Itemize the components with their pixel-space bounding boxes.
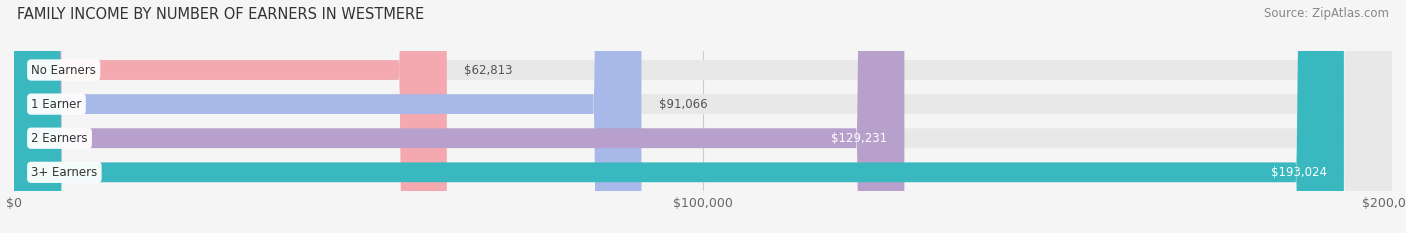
FancyBboxPatch shape [14,0,641,233]
Text: $62,813: $62,813 [464,64,513,76]
Text: 2 Earners: 2 Earners [31,132,87,145]
Text: 1 Earner: 1 Earner [31,98,82,111]
Text: $91,066: $91,066 [658,98,707,111]
Text: $193,024: $193,024 [1271,166,1327,179]
FancyBboxPatch shape [14,0,904,233]
Text: No Earners: No Earners [31,64,96,76]
Text: Source: ZipAtlas.com: Source: ZipAtlas.com [1264,7,1389,20]
FancyBboxPatch shape [14,0,1392,233]
FancyBboxPatch shape [14,0,447,233]
FancyBboxPatch shape [14,0,1392,233]
FancyBboxPatch shape [14,0,1392,233]
Text: $129,231: $129,231 [831,132,887,145]
Text: FAMILY INCOME BY NUMBER OF EARNERS IN WESTMERE: FAMILY INCOME BY NUMBER OF EARNERS IN WE… [17,7,425,22]
FancyBboxPatch shape [14,0,1344,233]
FancyBboxPatch shape [14,0,1392,233]
Text: 3+ Earners: 3+ Earners [31,166,97,179]
